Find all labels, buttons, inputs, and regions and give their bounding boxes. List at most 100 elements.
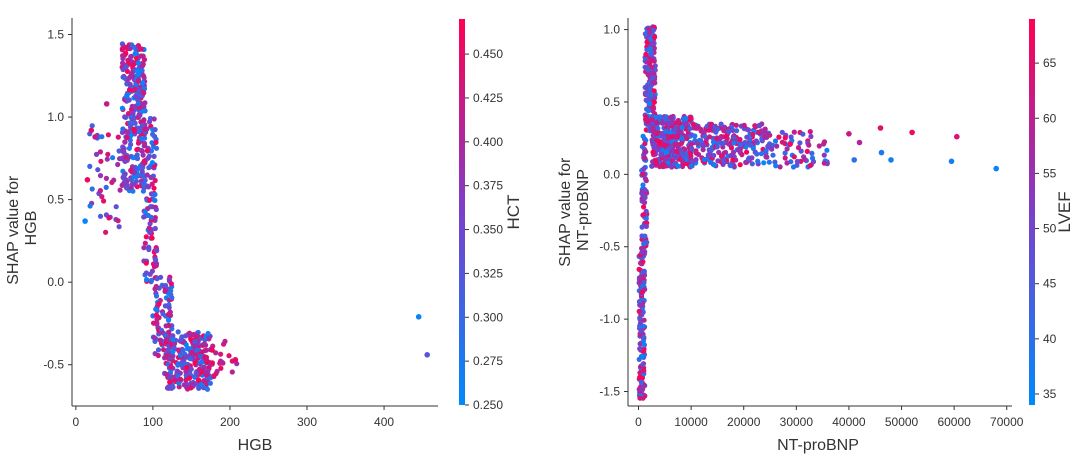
hct-colorbar-tick-label: 0.325	[473, 266, 503, 280]
hgb-point	[220, 360, 226, 366]
hct-colorbar-tick-label: 0.400	[473, 135, 503, 149]
ntprobnp-point	[636, 308, 642, 314]
ntprobnp-point	[679, 124, 685, 130]
hgb-point	[148, 277, 154, 283]
hgb-point	[130, 155, 136, 161]
ntprobnp-point	[675, 117, 682, 124]
hct-colorbar-tick-label: 0.425	[473, 91, 503, 105]
ntprobnp-point	[646, 30, 653, 36]
ntprobnp-point	[790, 164, 797, 170]
hgb-point	[151, 153, 157, 159]
lvef-colorbar-tick-label: 60	[1043, 111, 1057, 125]
hgb-point	[170, 384, 176, 390]
hgb-point	[122, 75, 128, 81]
ntprobnp-point	[758, 128, 765, 134]
ntprobnp-point	[700, 129, 706, 135]
hgb-point	[152, 225, 158, 232]
hgb-point	[190, 331, 197, 338]
ntprobnp-point	[749, 161, 755, 167]
hgb-point	[148, 174, 154, 181]
hct-colorbar-gradient	[459, 19, 465, 405]
hgb-point	[209, 347, 215, 353]
hgb-point	[146, 165, 152, 171]
ntprobnp-point	[993, 165, 999, 172]
hgb-point	[154, 316, 160, 322]
ntprobnp-point	[726, 129, 732, 135]
lvef-colorbar-tick-label: 35	[1043, 387, 1057, 401]
ntprobnp-point	[697, 137, 703, 143]
hgb-point	[120, 126, 126, 132]
ntprobnp-point	[770, 142, 776, 148]
ntprobnp-point	[643, 223, 650, 229]
ntprobnp-point	[846, 131, 852, 137]
ntprobnp-point	[641, 166, 647, 172]
ntprobnp-point	[700, 147, 706, 153]
hgb-point	[140, 152, 146, 158]
ntprobnp-point	[640, 362, 646, 368]
hgb-point	[162, 288, 168, 294]
ntprobnp-point	[684, 136, 690, 142]
hgb-point	[164, 352, 170, 358]
ntprobnp-point	[668, 164, 675, 170]
chart-ntprobnp: 0 10000 20000 30000 40000 50000 60000 70000 -1.…	[557, 18, 1074, 454]
ntprobnp-point	[638, 328, 644, 334]
ntprobnp-point	[687, 126, 693, 132]
hct-colorbar: 0.250 0.275 0.300 0.325 0.350 0.375 0.400 0.425…	[459, 19, 523, 412]
hgb-point	[116, 224, 122, 230]
hgb-point	[143, 234, 149, 240]
hgb-point	[133, 55, 140, 61]
hgb-point	[188, 385, 194, 391]
hgb-point	[138, 53, 144, 59]
hgb-point	[111, 177, 117, 183]
hgb-point	[137, 112, 143, 118]
ntprobnp-point	[639, 245, 645, 251]
ntprobnp-point	[791, 154, 797, 160]
hgb-point	[119, 105, 125, 111]
hgb-point	[105, 132, 111, 138]
ntprobnp-point	[765, 143, 771, 150]
hgb-point	[196, 385, 202, 391]
hgb-point	[218, 351, 224, 357]
ntprobnp-point	[954, 133, 960, 140]
ntprobnp-point	[659, 147, 666, 153]
ntprobnp-points	[636, 24, 999, 401]
ntprobnp-x-tick-label: 0	[635, 415, 642, 429]
hgb-point	[153, 206, 159, 213]
hgb-point	[142, 100, 148, 106]
ntprobnp-point	[640, 133, 646, 139]
hgb-point	[145, 184, 152, 190]
hgb-x-tick-label: 0	[73, 415, 80, 429]
hgb-point	[136, 129, 142, 135]
ntprobnp-point	[734, 128, 740, 134]
ntprobnp-point	[802, 156, 808, 163]
hgb-point	[141, 181, 147, 187]
ntprobnp-point	[645, 72, 651, 78]
ntprobnp-point	[752, 123, 758, 129]
hgb-point	[168, 281, 174, 287]
ntprobnp-point	[730, 157, 736, 163]
ntprobnp-point	[741, 122, 747, 128]
hgb-point	[131, 86, 138, 93]
hgb-point	[168, 364, 174, 370]
hgb-point	[138, 46, 144, 52]
hgb-point	[167, 309, 173, 315]
hct-colorbar-tick-label: 0.450	[473, 47, 503, 61]
hgb-point	[175, 361, 181, 367]
hgb-point	[135, 88, 142, 94]
hgb-point	[154, 248, 160, 254]
ntprobnp-point	[711, 162, 717, 168]
ntprobnp-point	[821, 160, 827, 166]
ntprobnp-point	[663, 149, 670, 156]
hgb-point	[151, 116, 157, 122]
ntprobnp-point	[808, 133, 814, 140]
ntprobnp-point	[644, 67, 651, 73]
hgb-point	[146, 225, 152, 231]
ntprobnp-point	[788, 134, 794, 140]
hgb-point	[153, 261, 160, 267]
hgb-point	[141, 90, 147, 96]
ntprobnp-point	[636, 356, 642, 362]
ntprobnp-point	[679, 158, 685, 164]
hgb-point	[130, 188, 136, 194]
ntprobnp-y-tick-label: -0.5	[599, 240, 620, 254]
hgb-point	[115, 218, 121, 224]
